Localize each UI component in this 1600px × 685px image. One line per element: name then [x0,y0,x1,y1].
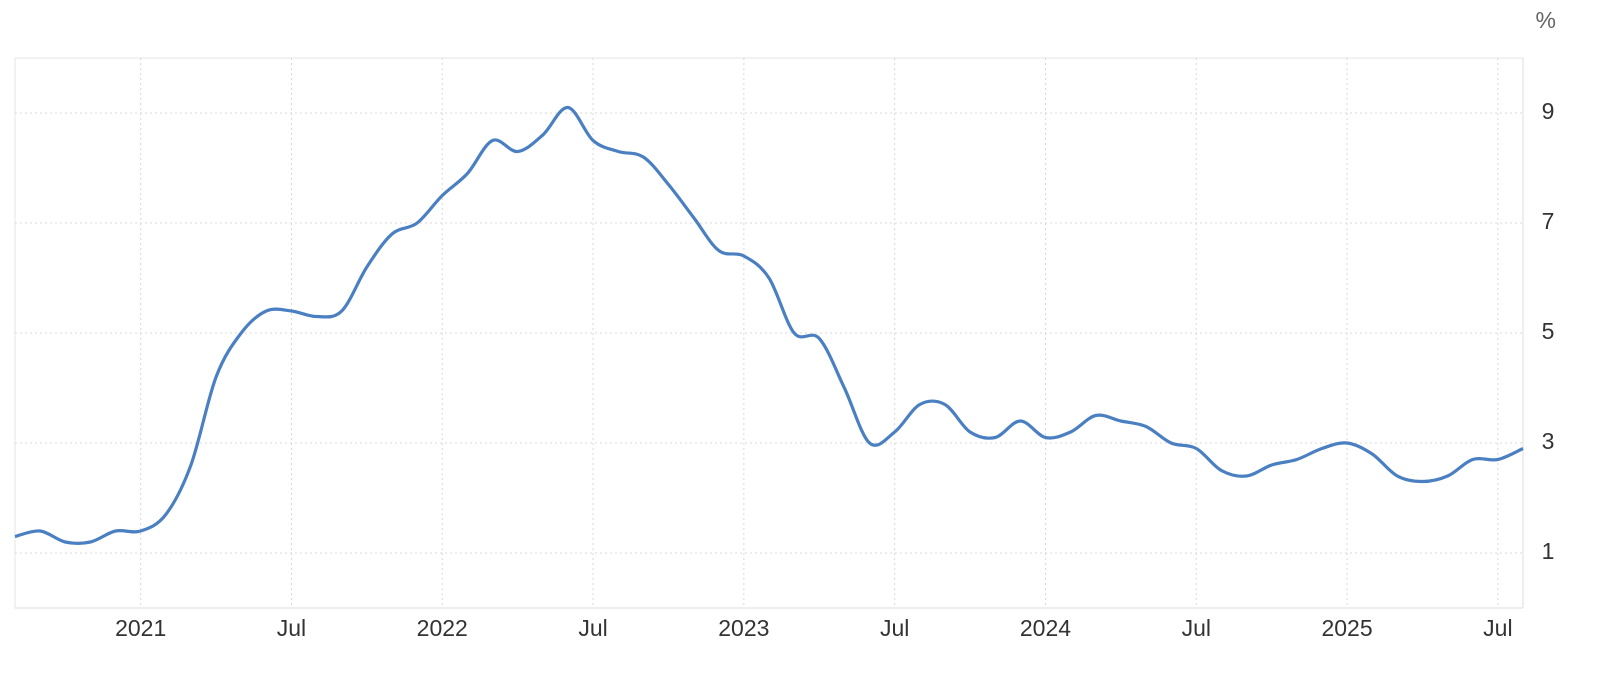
y-tick-label: 3 [1542,428,1555,454]
x-tick-label: Jul [1182,615,1211,641]
y-tick-label: 1 [1542,538,1555,564]
y-tick-label: 7 [1542,208,1555,234]
x-tick-label: Jul [880,615,909,641]
y-tick-label: 9 [1542,98,1555,124]
x-tick-label: Jul [277,615,306,641]
data-line [14,105,1524,545]
x-tick-label: 2025 [1321,615,1372,641]
x-tick-label: 2023 [718,615,769,641]
unit-label: % [1536,7,1556,33]
y-tick-label: 5 [1542,318,1555,344]
x-tick-label: Jul [578,615,607,641]
x-tick-label: 2022 [417,615,468,641]
x-tick-label: 2021 [115,615,166,641]
x-tick-label: 2024 [1020,615,1071,641]
x-tick-label: Jul [1483,615,1512,641]
